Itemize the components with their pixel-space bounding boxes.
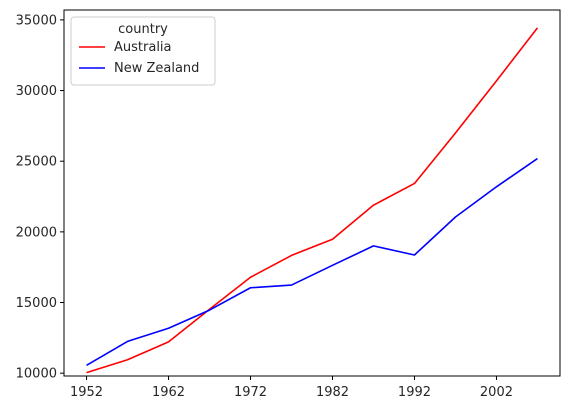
legend-label: Australia xyxy=(114,40,172,55)
x-tick-label: 1962 xyxy=(152,385,185,400)
y-tick-label: 25000 xyxy=(16,155,57,170)
legend-box xyxy=(70,16,216,86)
y-axis: 10000 15000 20000 25000 30000 35000 xyxy=(16,13,64,382)
series-line-australia xyxy=(86,27,539,374)
x-tick-label: 1972 xyxy=(234,385,267,400)
legend-items: Australia New Zealand xyxy=(79,40,199,76)
x-tick-label: 1952 xyxy=(70,385,103,400)
y-tick-label: 35000 xyxy=(16,13,57,28)
legend: country Australia New Zealand xyxy=(70,16,216,86)
x-tick-label: 1982 xyxy=(316,385,349,400)
series-lines xyxy=(86,27,539,374)
x-tick-label: 1992 xyxy=(398,385,431,400)
y-tick-label: 10000 xyxy=(16,367,57,382)
y-tick-label: 15000 xyxy=(16,296,57,311)
x-axis: 1952 1962 1972 1982 1992 2002 xyxy=(70,376,513,400)
legend-label: New Zealand xyxy=(114,61,199,76)
y-tick-label: 30000 xyxy=(16,84,57,99)
y-tick-label: 20000 xyxy=(16,225,57,240)
x-tick-label: 2002 xyxy=(480,385,513,400)
series-line-new-zealand xyxy=(86,157,538,366)
legend-title: country xyxy=(118,22,168,37)
